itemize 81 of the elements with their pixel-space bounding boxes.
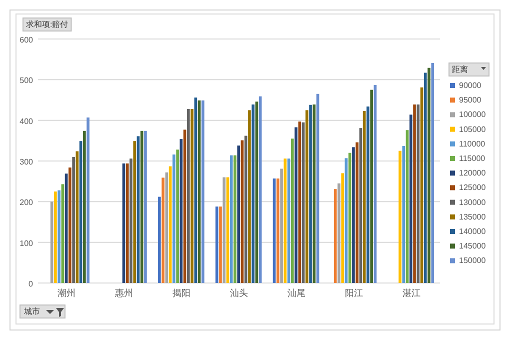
bar: [248, 110, 251, 283]
bar: [356, 142, 358, 283]
legend-label: 90000: [459, 81, 482, 90]
bar: [230, 155, 233, 283]
x-tick-label: 湛江: [402, 288, 420, 298]
chart-title: 求和项:赔付: [26, 20, 68, 29]
bar: [140, 130, 144, 283]
bar: [244, 136, 248, 283]
bar: [352, 147, 355, 283]
legend-label: 140000: [459, 227, 486, 236]
legend-label: 125000: [459, 183, 486, 192]
y-tick-label: 500: [20, 76, 34, 86]
legend-label: 115000: [459, 154, 486, 163]
legend-label: 145000: [459, 242, 486, 251]
x-tick-label: 惠州: [114, 288, 134, 298]
bar: [409, 114, 412, 283]
bar: [341, 173, 344, 283]
bar: [187, 108, 190, 283]
y-tick-label: 300: [20, 158, 34, 166]
y-tick-label: 400: [20, 116, 34, 126]
legend-label: 95000: [459, 96, 482, 105]
bar: [130, 158, 132, 283]
bar: [162, 178, 164, 283]
bar: [294, 127, 298, 283]
bar: [290, 138, 294, 283]
bar: [126, 163, 129, 283]
bar: [201, 100, 204, 283]
bar: [176, 150, 179, 283]
x-tick-label: 揭阳: [172, 288, 191, 298]
x-tick-label: 汕尾: [287, 288, 306, 298]
bar: [133, 141, 136, 283]
bar: [366, 106, 370, 283]
bar: [276, 178, 280, 283]
legend-label: 130000: [459, 198, 486, 207]
bar: [194, 98, 198, 283]
bar: [68, 168, 72, 283]
bar: [428, 68, 430, 283]
bar: [234, 155, 236, 283]
bar: [312, 104, 316, 283]
bar: [54, 192, 57, 283]
y-tick-label: 200: [20, 198, 34, 208]
bar: [424, 72, 427, 283]
legend-title: 距离: [452, 65, 468, 74]
bar: [86, 117, 90, 283]
y-tick-label: 100: [20, 238, 34, 248]
legend-label: 100000: [459, 110, 486, 120]
bar: [144, 130, 147, 283]
bar: [190, 108, 194, 283]
legend-label: 150000: [459, 256, 486, 266]
bar: [416, 104, 420, 283]
bar: [431, 62, 434, 283]
bar: [72, 156, 75, 283]
y-tick-label: 600: [20, 36, 34, 44]
x-tick-label: 阳江: [344, 288, 363, 298]
bar: [398, 150, 402, 283]
bar: [280, 168, 283, 283]
bar: [172, 154, 176, 283]
bar: [370, 90, 373, 283]
bar: [402, 146, 406, 283]
bar: [83, 130, 86, 283]
bar: [309, 104, 312, 283]
y-tick-label: 0: [28, 280, 34, 288]
x-tick-label: 汕头: [230, 288, 248, 298]
bar: [219, 206, 222, 283]
bar: [334, 189, 337, 283]
legend-label: 120000: [459, 168, 486, 178]
bar: [305, 110, 308, 283]
bar: [215, 206, 218, 283]
bar: [298, 122, 302, 283]
legend-label: 105000: [459, 124, 486, 134]
bar: [158, 196, 161, 283]
bar: [222, 177, 226, 283]
bar: [58, 190, 60, 283]
legend-label: 135000: [459, 212, 486, 222]
bar: [252, 104, 254, 283]
bar: [338, 183, 340, 283]
x-axis-title: 城市: [23, 307, 40, 316]
bar: [413, 104, 416, 283]
x-tick-label: 潮州: [58, 288, 76, 298]
bar: [237, 146, 240, 283]
legend-label: 110000: [459, 139, 486, 148]
